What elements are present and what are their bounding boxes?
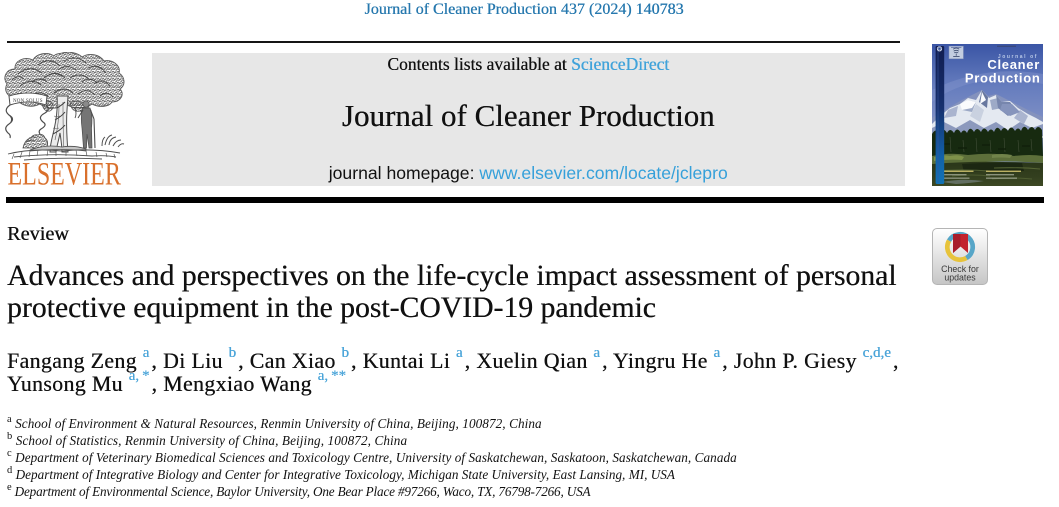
svg-text:Journal of: Journal of	[998, 54, 1038, 60]
svg-text:Production: Production	[965, 70, 1041, 85]
svg-text:Cleaner: Cleaner	[987, 57, 1040, 72]
svg-text:updates: updates	[944, 273, 976, 283]
svg-text:NON SOLUS: NON SOLUS	[13, 99, 43, 104]
svg-text:Check for: Check for	[941, 264, 979, 274]
